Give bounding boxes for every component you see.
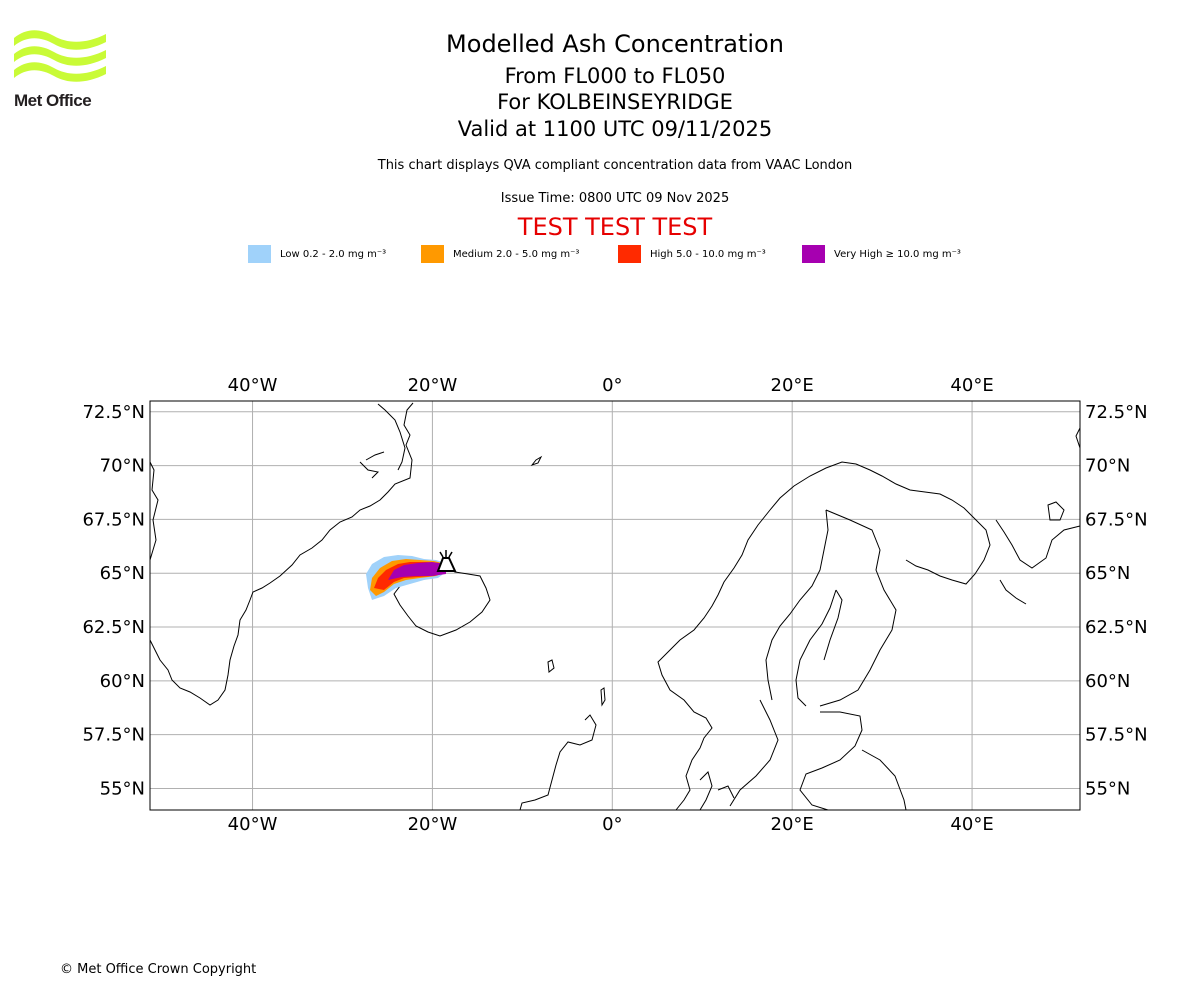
test-banner: TEST TEST TEST <box>517 213 713 241</box>
lat-label-right: 62.5°N <box>1085 617 1148 638</box>
legend-item-very-high: Very High ≥ 10.0 mg m⁻³ <box>802 244 961 264</box>
location-name: For KOLBEINSEYRIDGE <box>497 90 733 114</box>
legend-swatch-very-high <box>802 245 825 263</box>
issue-time: Issue Time: 0800 UTC 09 Nov 2025 <box>500 191 730 206</box>
axis-labels: 40°W 20°W 0° 20°E 40°E 40°W 20°W 0° 20°E… <box>82 375 1147 835</box>
lon-label-bottom: 0° <box>602 814 622 835</box>
lon-label-top: 40°E <box>950 375 993 396</box>
map-frame <box>149 400 1081 811</box>
lat-label-left: 70°N <box>100 456 145 477</box>
legend-swatch-low <box>248 245 271 263</box>
graticule <box>150 401 1080 810</box>
lat-label-right: 57.5°N <box>1085 725 1148 746</box>
scandinavia-borders <box>765 509 897 707</box>
legend-item-medium: Medium 2.0 - 5.0 mg m⁻³ <box>421 244 579 264</box>
shetland-coast <box>600 687 606 707</box>
lat-label-right: 65°N <box>1085 563 1130 584</box>
denmark-coast <box>699 771 735 811</box>
valid-time: Valid at 1100 UTC 09/11/2025 <box>457 117 773 141</box>
lat-label-right: 70°N <box>1085 456 1130 477</box>
legend-swatch-high <box>618 245 641 263</box>
lon-label-bottom: 20°E <box>771 814 814 835</box>
ash-plume <box>366 555 446 600</box>
met-office-waves-icon <box>14 30 106 82</box>
lon-label-top: 0° <box>602 375 622 396</box>
legend-item-high: High 5.0 - 10.0 mg m⁻³ <box>618 244 766 264</box>
gulf-of-bothnia <box>795 589 843 707</box>
legend-label-very-high: Very High ≥ 10.0 mg m⁻³ <box>834 248 961 260</box>
lat-label-right: 55°N <box>1085 778 1130 799</box>
lat-label-left: 65°N <box>100 563 145 584</box>
met-office-logo: Met Office <box>14 30 106 112</box>
scotland-coast <box>519 714 597 811</box>
lat-label-left: 60°N <box>100 671 145 692</box>
coastlines <box>149 402 1081 811</box>
lat-label-left: 57.5°N <box>82 725 145 746</box>
ash-plume-very-high <box>388 562 446 580</box>
lon-label-top: 20°E <box>771 375 814 396</box>
lat-label-left: 55°N <box>100 778 145 799</box>
legend-label-low: Low 0.2 - 2.0 mg m⁻³ <box>280 248 387 260</box>
lon-label-bottom: 40°W <box>228 814 278 835</box>
lat-label-left: 62.5°N <box>82 617 145 638</box>
greenland-coast <box>149 402 414 706</box>
volcano-symbol-icon <box>436 550 457 572</box>
chart-subtitle: This chart displays QVA compliant concen… <box>377 158 853 173</box>
lat-label-right: 72.5°N <box>1085 402 1148 423</box>
lat-label-right: 67.5°N <box>1085 509 1148 530</box>
copyright-notice: © Met Office Crown Copyright <box>60 962 257 977</box>
lat-label-left: 67.5°N <box>82 509 145 530</box>
chart-title: Modelled Ash Concentration <box>446 30 784 58</box>
norway-coast <box>657 461 991 811</box>
jan-mayen-coast <box>530 455 543 467</box>
legend-label-high: High 5.0 - 10.0 mg m⁻³ <box>650 248 766 260</box>
flight-level-range: From FL000 to FL050 <box>504 64 726 88</box>
legend-swatch-medium <box>421 245 444 263</box>
legend-label-medium: Medium 2.0 - 5.0 mg m⁻³ <box>453 248 580 260</box>
logo-wordmark: Met Office <box>14 91 92 110</box>
greenland-fjord <box>359 403 406 479</box>
novaya-zemlya-coast <box>1075 427 1081 449</box>
lat-label-right: 60°N <box>1085 671 1130 692</box>
faroe-coast <box>547 659 555 673</box>
lon-label-top: 20°W <box>408 375 458 396</box>
lon-label-top: 40°W <box>228 375 278 396</box>
lon-label-bottom: 20°W <box>408 814 458 835</box>
kola-coast <box>995 501 1081 605</box>
lon-label-bottom: 40°E <box>950 814 993 835</box>
lat-label-left: 72.5°N <box>82 402 145 423</box>
baltic-coast <box>729 699 907 811</box>
legend-item-low: Low 0.2 - 2.0 mg m⁻³ <box>248 244 386 264</box>
